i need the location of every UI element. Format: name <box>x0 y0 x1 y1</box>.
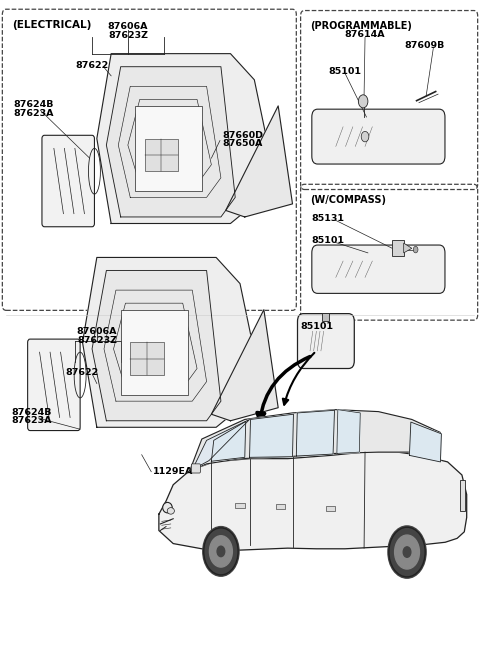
Circle shape <box>217 546 225 557</box>
Circle shape <box>395 535 420 569</box>
Text: 87650A: 87650A <box>223 139 263 148</box>
Ellipse shape <box>167 508 174 514</box>
Text: 87606A: 87606A <box>77 327 117 337</box>
Text: 87622: 87622 <box>75 61 108 70</box>
Circle shape <box>413 247 418 253</box>
FancyBboxPatch shape <box>192 464 200 473</box>
Polygon shape <box>250 414 293 457</box>
Text: 87624B: 87624B <box>11 408 51 417</box>
Text: 1129EA: 1129EA <box>153 467 193 476</box>
Polygon shape <box>296 410 335 456</box>
Text: 87623Z: 87623Z <box>77 336 117 345</box>
FancyBboxPatch shape <box>312 109 445 164</box>
Polygon shape <box>409 422 442 462</box>
Bar <box>326 506 336 511</box>
Text: 87609B: 87609B <box>405 41 445 51</box>
Text: 87614A: 87614A <box>344 30 384 39</box>
Text: 85101: 85101 <box>311 236 344 245</box>
Text: (PROGRAMMABLE): (PROGRAMMABLE) <box>310 21 412 31</box>
Bar <box>235 503 245 508</box>
Text: 87624B: 87624B <box>13 100 54 109</box>
Polygon shape <box>211 310 278 420</box>
Bar <box>130 342 164 375</box>
Polygon shape <box>190 409 441 470</box>
Bar <box>459 480 465 511</box>
Polygon shape <box>404 243 412 253</box>
Circle shape <box>388 526 426 578</box>
Polygon shape <box>92 270 221 420</box>
Bar <box>144 138 178 171</box>
Polygon shape <box>159 452 467 550</box>
Text: (ELECTRICAL): (ELECTRICAL) <box>12 20 91 30</box>
Text: 85101: 85101 <box>300 321 333 331</box>
Circle shape <box>209 536 232 567</box>
Bar <box>276 504 285 509</box>
Polygon shape <box>83 257 259 427</box>
Text: 85131: 85131 <box>311 215 344 224</box>
FancyBboxPatch shape <box>42 135 95 227</box>
Text: 87623Z: 87623Z <box>108 31 148 40</box>
Polygon shape <box>192 419 250 470</box>
Polygon shape <box>97 54 274 224</box>
Circle shape <box>361 131 369 142</box>
Circle shape <box>203 527 239 576</box>
Text: 87622: 87622 <box>66 368 99 377</box>
FancyBboxPatch shape <box>28 339 80 430</box>
Text: 87606A: 87606A <box>108 22 148 31</box>
Text: 87623A: 87623A <box>13 109 54 117</box>
Text: 87623A: 87623A <box>11 417 51 425</box>
Bar <box>120 310 188 395</box>
Text: (W/COMPASS): (W/COMPASS) <box>310 195 386 205</box>
Bar <box>135 106 202 191</box>
Polygon shape <box>337 409 360 453</box>
Bar <box>322 313 329 321</box>
Bar <box>392 240 404 256</box>
FancyBboxPatch shape <box>312 245 445 293</box>
Polygon shape <box>226 106 292 217</box>
FancyBboxPatch shape <box>298 314 354 369</box>
Circle shape <box>403 547 411 558</box>
Text: 85101: 85101 <box>329 67 362 76</box>
Circle shape <box>359 95 368 108</box>
Polygon shape <box>211 421 246 461</box>
Text: 87660D: 87660D <box>223 131 264 140</box>
Ellipse shape <box>163 502 172 513</box>
Polygon shape <box>107 67 235 217</box>
